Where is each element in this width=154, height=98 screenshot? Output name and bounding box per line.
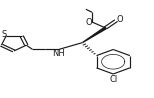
- Text: NH: NH: [52, 49, 64, 58]
- Text: O: O: [116, 15, 123, 24]
- Text: S: S: [1, 30, 6, 39]
- Text: O: O: [85, 18, 92, 27]
- Polygon shape: [82, 27, 106, 43]
- Text: Cl: Cl: [109, 75, 117, 84]
